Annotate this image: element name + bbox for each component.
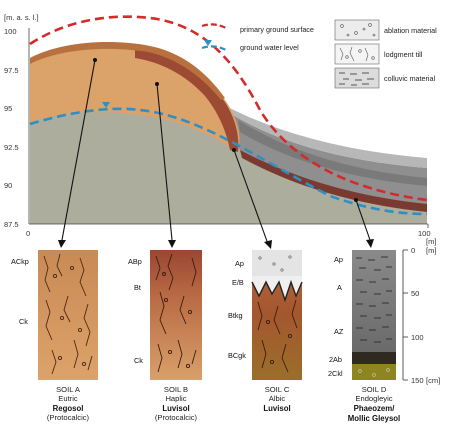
ablation-label: ablation material: [384, 26, 437, 35]
legend-water-line-icon: [201, 45, 227, 51]
profile-b-column: [150, 250, 202, 380]
y-tick: 90: [4, 181, 12, 190]
horizon-label: Ap: [334, 255, 343, 264]
cross-section: [29, 15, 428, 224]
arrow-head-icon: [58, 240, 66, 248]
y-tick: 97.5: [4, 66, 19, 75]
soil-name: Regosol: [53, 404, 84, 413]
soil-caption: SOIL C: [265, 385, 290, 394]
gleysol-topsoil: [238, 120, 427, 186]
soil-name: Phaeozem/: [354, 404, 396, 413]
ablation-swatch: [334, 19, 380, 41]
soil-name: Luvisol: [162, 404, 189, 413]
profile-arrows: [58, 58, 374, 249]
arrow-head-icon: [168, 240, 176, 248]
horizon-label: Ck: [19, 317, 28, 326]
horizon-label: E/B: [232, 278, 244, 287]
luvisol-band: [135, 50, 239, 152]
y-axis-unit: [m. a. s. l.]: [4, 13, 39, 22]
soil-profile-c: Ap E/B Btkg BCgk SOIL C Albic Luvisol: [228, 250, 303, 413]
lodgment-swatch: [334, 43, 380, 65]
soil-name: Luvisol: [263, 404, 290, 413]
soil-caption: SOIL A: [56, 385, 81, 394]
profile-a-column: [38, 250, 98, 380]
depth-tick: 150: [411, 376, 424, 385]
x-axis-unit: [m]: [426, 237, 436, 246]
water-level-line: [29, 107, 428, 216]
colluvic-label: colluvic material: [384, 74, 436, 83]
line-legend: primary ground surface ground water leve…: [201, 23, 314, 52]
horizon-label: ACkp: [11, 257, 29, 266]
legend-primary-label: primary ground surface: [240, 25, 314, 34]
horizon-label: 2Ab: [329, 355, 342, 364]
horizon-label: Bt: [134, 283, 141, 292]
horizon-label: BCgk: [228, 351, 246, 360]
soil-profile-a: ACkp Ck SOIL A Eutric Regosol (Protocalc…: [11, 250, 98, 422]
horizon-label: A: [337, 283, 342, 292]
legend-primary-line-icon: [201, 23, 227, 29]
soil-caption: Albic: [269, 394, 286, 403]
horizon-label: Btkg: [228, 311, 243, 320]
depth-tick: 50: [411, 289, 419, 298]
primary-surface-line: [29, 15, 428, 202]
horizon-label: Ap: [235, 259, 244, 268]
lodgment-label: lodgment till: [384, 50, 423, 59]
soil-caption: SOIL B: [164, 385, 188, 394]
y-tick: 100: [4, 27, 17, 36]
colluvium-layer: [228, 112, 427, 206]
y-tick: 95: [4, 104, 12, 113]
colluvium-light-layer: [215, 100, 427, 168]
profile-d-column: [352, 250, 396, 352]
soil-profile-d: Ap A AZ 2Ab 2Ckl SOIL D Endogleyic Phaeo…: [328, 250, 400, 423]
profile-d-2ab-band: [352, 352, 396, 364]
topsoil-band: [30, 42, 225, 100]
y-axis: [m. a. s. l.] 100 97.5 95 92.5 90 87.5: [4, 13, 39, 229]
x-tick: 100: [418, 229, 431, 238]
horizon-label: AZ: [334, 327, 344, 336]
depth-unit-top: [m]: [426, 246, 436, 255]
depth-unit-bottom: [cm]: [426, 376, 440, 385]
horizon-label: 2Ckl: [328, 369, 343, 378]
soil-profile-b: ABp Bt Ck SOIL B Haplic Luvisol (Protoca…: [128, 250, 202, 422]
material-legend: ablation material lodgment till colluvic…: [334, 19, 437, 89]
depth-tick: 100: [411, 333, 424, 342]
water-level-marker-icon: [204, 40, 212, 46]
arrow-head-icon: [366, 239, 374, 248]
soil-caption: SOIL D: [362, 385, 387, 394]
x-tick: 0: [26, 229, 30, 238]
profile-c-eb-tongues: [252, 276, 302, 300]
y-tick: 87.5: [4, 220, 19, 229]
arrow-head-icon: [264, 240, 272, 249]
lodgment-till-layer: [30, 105, 427, 224]
soil-caption: Eutric: [58, 394, 78, 403]
soil-caption: Endogleyic: [355, 394, 392, 403]
horizon-label: ABp: [128, 257, 142, 266]
gleysol-humus-band: [240, 150, 427, 212]
legend-water-label: ground water level: [240, 43, 299, 52]
profile-d-2ckl-band: [352, 364, 396, 380]
horizon-label: Ck: [134, 356, 143, 365]
x-axis: 0 100 [m]: [26, 223, 436, 246]
soil-caption: Haplic: [165, 394, 186, 403]
soil-name: Mollic Gleysol: [348, 414, 400, 423]
depth-scale: 0 [m] 50 100 150 [cm]: [402, 246, 440, 385]
water-level-marker-icon: [102, 102, 110, 108]
y-tick: 92.5: [4, 143, 19, 152]
soil-caption: (Protocalcic): [47, 413, 90, 422]
profile-c-ap-band: [252, 250, 302, 276]
soil-caption: (Protocalcic): [155, 413, 198, 422]
depth-tick: 0: [411, 246, 415, 255]
